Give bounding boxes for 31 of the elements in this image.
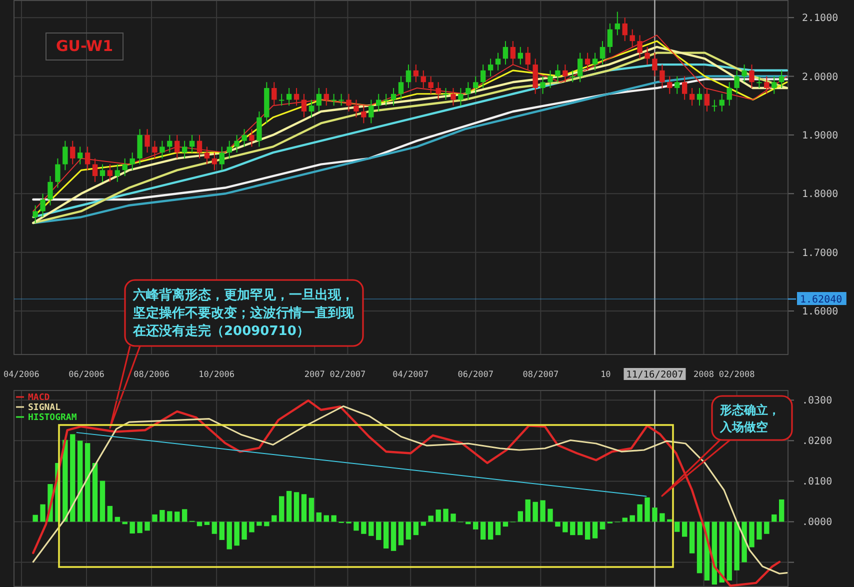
x-tick-label: 04/2007 xyxy=(392,370,429,380)
x-tick-label: 06/2006 xyxy=(68,370,104,380)
x-tick-label: 08/2007 xyxy=(522,370,559,380)
x-tick-label: 06/2007 xyxy=(458,370,494,380)
x-tick-label: 04/2006 xyxy=(4,370,40,380)
y-tick-label: .0100 xyxy=(802,476,832,488)
x-tick-label: 2008 xyxy=(694,370,714,380)
x-tick-label: 02/2008 xyxy=(718,370,755,380)
y-tick-label: 1.9000 xyxy=(802,130,838,142)
legend-label: MACD xyxy=(28,393,50,403)
y-tick-label: .0300 xyxy=(802,396,832,407)
y-tick-label: 2.1000 xyxy=(802,13,838,24)
annotation: 形态确立，入场做空 xyxy=(719,403,780,434)
annotation: 六峰背离形态，更加罕见，一旦出现，坚定操作不要改变；这波行情一直到现在还没有走完（20090710） xyxy=(132,287,355,339)
y-tick-label: 1.7000 xyxy=(802,248,838,259)
y-tick-label: 1.6000 xyxy=(802,306,838,318)
y-tick-label: .0200 xyxy=(802,436,832,448)
legend-label: SIGNAL xyxy=(28,403,62,413)
x-tick-label: 08/2006 xyxy=(134,370,170,380)
x-tick-label: 10/2006 xyxy=(198,370,234,380)
ref-line-label: 1.62040 xyxy=(800,294,842,306)
ref-line-label: 11/16/2007 xyxy=(626,370,684,380)
x-tick-label: 02/2007 xyxy=(330,370,366,380)
x-tick-label: 10 xyxy=(600,370,611,380)
legend-label: HISTOGRAM xyxy=(28,413,78,423)
y-tick-label: 2.0000 xyxy=(802,72,838,83)
y-tick-label: .0000 xyxy=(802,517,832,528)
x-tick-label: 2007 xyxy=(304,370,325,380)
y-tick-label: 1.8000 xyxy=(802,189,838,200)
ref-line: 1.62040 xyxy=(788,292,846,306)
title: GU-W1 xyxy=(46,32,124,60)
